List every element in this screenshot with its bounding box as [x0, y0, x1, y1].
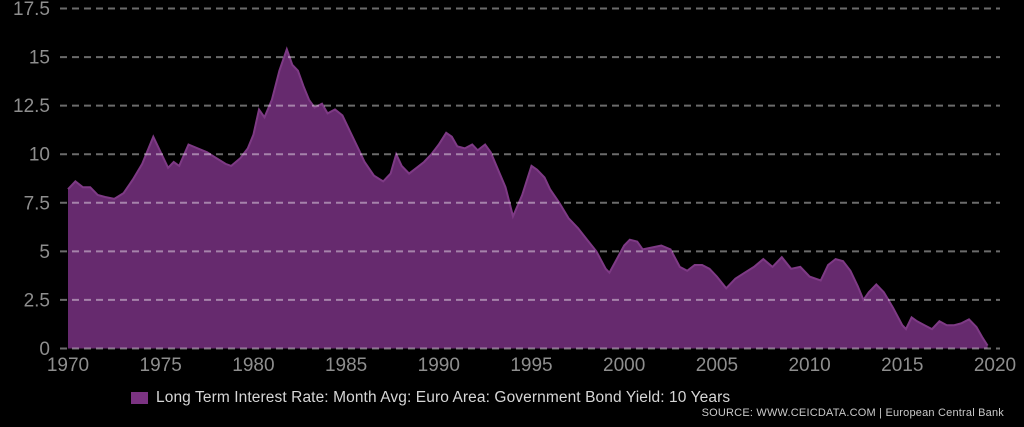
x-tick-label: 1990	[418, 355, 460, 376]
legend-label: Long Term Interest Rate: Month Avg: Euro…	[156, 389, 731, 406]
x-axis-labels: 1970 1975 1980 1985 1990 1995 2000 2005 2010 2015…	[47, 355, 1016, 376]
legend-swatch-icon	[131, 392, 148, 404]
y-tick-label: 5	[39, 242, 50, 263]
area-series	[67, 46, 989, 349]
x-tick-label: 2020	[974, 355, 1016, 376]
x-tick-label: 1980	[232, 355, 274, 376]
y-tick-label: 17.5	[13, 0, 50, 20]
x-tick-label: 2000	[603, 355, 645, 376]
y-tick-label: 2.5	[24, 290, 50, 311]
source-attribution: SOURCE: WWW.CEICDATA.COM | European Cent…	[701, 407, 1004, 419]
x-tick-label: 1975	[140, 355, 182, 376]
x-tick-label: 1970	[47, 355, 89, 376]
legend-item[interactable]: Long Term Interest Rate: Month Avg: Euro…	[131, 389, 730, 407]
y-tick-label: 0	[39, 339, 50, 360]
x-tick-label: 2005	[696, 355, 738, 376]
x-tick-label: 2010	[788, 355, 830, 376]
x-tick-label: 2015	[881, 355, 923, 376]
y-tick-label: 12.5	[13, 96, 50, 117]
y-tick-label: 15	[29, 48, 50, 69]
y-axis-labels: 0 2.5 5 7.5 10 12.5 15 17.5	[13, 0, 50, 360]
x-tick-label: 1995	[510, 355, 552, 376]
chart-plot: 0 2.5 5 7.5 10 12.5 15 17.5 1970 1975 1980 1985 1990…	[13, 0, 1016, 376]
gridlines-group	[60, 7, 1000, 350]
x-tick-label: 1985	[325, 355, 367, 376]
y-tick-label: 10	[29, 145, 50, 166]
y-tick-label: 7.5	[24, 193, 50, 214]
